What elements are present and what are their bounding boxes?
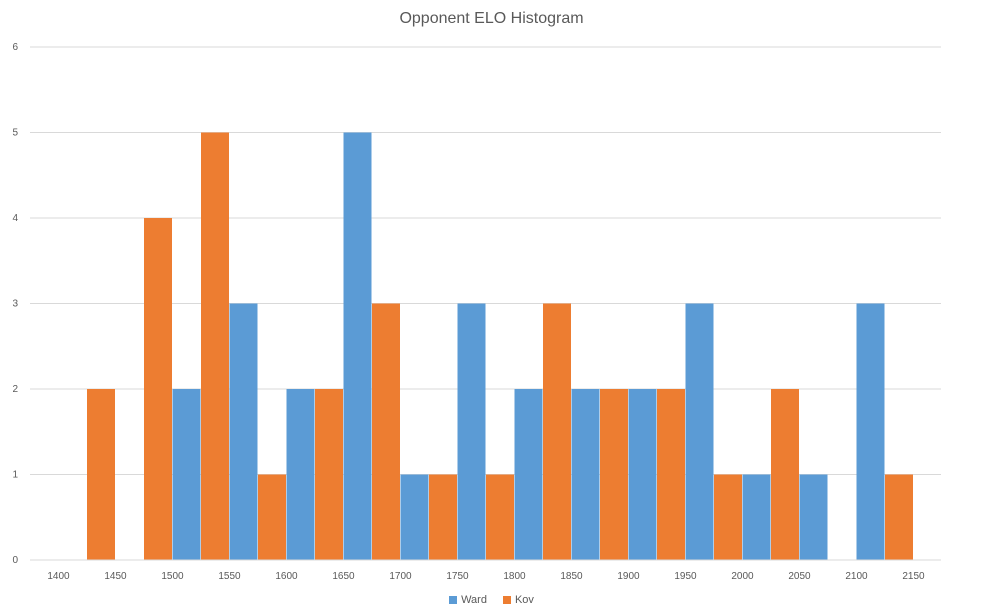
bar-ward-1950 bbox=[685, 303, 714, 560]
bar-ward-1750 bbox=[457, 303, 486, 560]
legend-item-kov: Kov bbox=[502, 594, 534, 606]
bar-kov-2050 bbox=[771, 389, 799, 560]
x-tick-label: 1400 bbox=[47, 571, 70, 582]
legend-label: Kov bbox=[514, 594, 534, 606]
x-tick-label: 1500 bbox=[161, 571, 184, 582]
legend-item-ward: Ward bbox=[449, 594, 487, 606]
y-tick-label: 3 bbox=[12, 299, 18, 310]
x-tick-label: 1900 bbox=[617, 571, 640, 582]
bar-ward-1850 bbox=[571, 389, 600, 560]
bar-ward-2000 bbox=[742, 474, 771, 560]
legend-swatch bbox=[502, 596, 511, 604]
legend-swatch bbox=[449, 596, 458, 604]
bar-kov-2150 bbox=[885, 474, 913, 560]
bar-ward-1600 bbox=[286, 389, 315, 560]
x-tick-label: 1800 bbox=[503, 571, 526, 582]
bar-kov-1850 bbox=[543, 303, 571, 560]
x-tick-label: 1850 bbox=[560, 571, 583, 582]
legend: Ward Kov bbox=[0, 594, 983, 606]
x-tick-label: 2150 bbox=[902, 571, 925, 582]
bar-kov-1800 bbox=[486, 474, 514, 560]
x-tick-label: 1450 bbox=[104, 571, 127, 582]
x-tick-label: 2000 bbox=[731, 571, 754, 582]
bar-ward-1900 bbox=[628, 389, 657, 560]
x-tick-label: 2050 bbox=[788, 571, 811, 582]
bar-ward-1800 bbox=[514, 389, 543, 560]
y-tick-label: 4 bbox=[12, 213, 18, 224]
bar-ward-1500 bbox=[172, 389, 201, 560]
bar-kov-1900 bbox=[600, 389, 628, 560]
x-tick-label: 1650 bbox=[332, 571, 355, 582]
bar-kov-1700 bbox=[372, 303, 400, 560]
x-tick-label: 1700 bbox=[389, 571, 412, 582]
bar-kov-1450 bbox=[87, 389, 115, 560]
bar-kov-1600 bbox=[258, 474, 286, 560]
x-tick-label: 1600 bbox=[275, 571, 298, 582]
bar-kov-1650 bbox=[315, 389, 343, 560]
y-tick-label: 2 bbox=[12, 384, 18, 395]
y-tick-label: 0 bbox=[12, 555, 18, 566]
x-tick-label: 1550 bbox=[218, 571, 241, 582]
bar-kov-1500 bbox=[144, 218, 172, 560]
x-tick-label: 1950 bbox=[674, 571, 697, 582]
bar-kov-1750 bbox=[429, 474, 457, 560]
bar-ward-1700 bbox=[400, 474, 429, 560]
chart-title: Opponent ELO Histogram bbox=[399, 10, 584, 27]
bar-kov-1550 bbox=[201, 132, 229, 560]
bar-ward-1550 bbox=[229, 303, 258, 560]
bar-ward-1650 bbox=[343, 132, 372, 560]
x-tick-label: 1750 bbox=[446, 571, 469, 582]
bar-kov-2000 bbox=[714, 474, 742, 560]
legend-label: Ward bbox=[461, 594, 487, 606]
bar-ward-2100 bbox=[856, 303, 885, 560]
y-tick-label: 1 bbox=[12, 470, 18, 481]
y-tick-label: 6 bbox=[12, 42, 18, 53]
x-tick-label: 2100 bbox=[845, 571, 868, 582]
bar-ward-2050 bbox=[799, 474, 828, 560]
bar-kov-1950 bbox=[657, 389, 685, 560]
y-tick-label: 5 bbox=[12, 128, 18, 139]
